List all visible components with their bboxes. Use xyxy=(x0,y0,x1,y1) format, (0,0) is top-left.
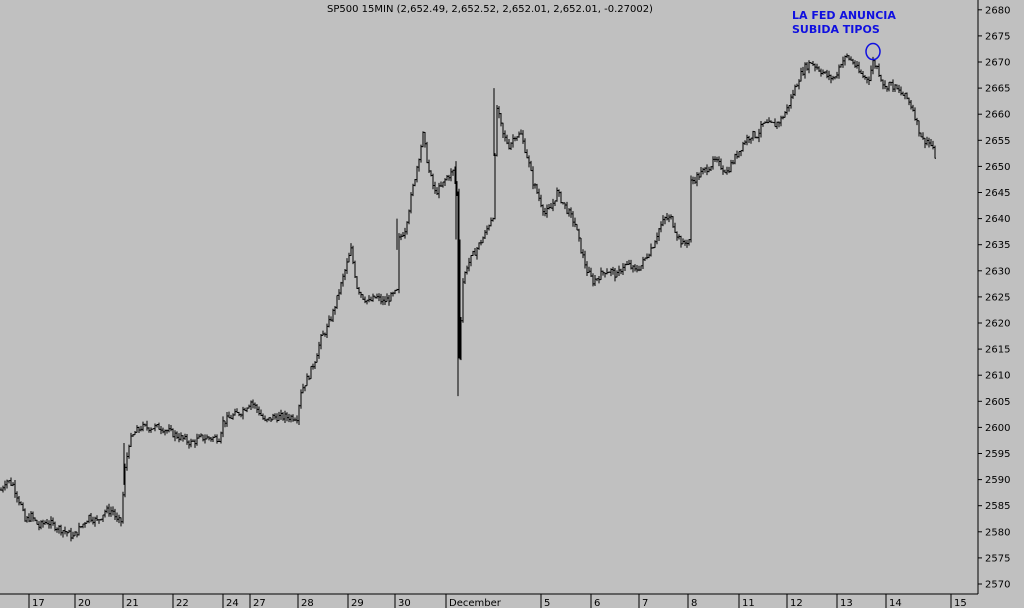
y-tick-label: 2590 xyxy=(985,475,1010,486)
x-tick-label: 5 xyxy=(544,598,550,608)
x-tick-label: 15 xyxy=(954,598,967,608)
y-tick-label: 2570 xyxy=(985,580,1010,591)
y-tick-label: 2640 xyxy=(985,214,1010,225)
y-tick-label: 2585 xyxy=(985,501,1010,512)
y-axis: 2570 2575 2580 2585 2590 2595 2600 2605 2610 2615… xyxy=(978,5,1010,591)
chart-title: SP500 15MIN (2,652.49, 2,652.52, 2,652.0… xyxy=(327,4,653,15)
y-tick-label: 2635 xyxy=(985,240,1010,251)
y-tick-label: 2660 xyxy=(985,110,1010,121)
x-tick-label: 7 xyxy=(642,598,648,608)
y-tick-label: 2610 xyxy=(985,371,1010,382)
annotation-circle-marker xyxy=(865,42,881,61)
y-tick-label: 2675 xyxy=(985,31,1010,42)
x-tick-label: 14 xyxy=(889,598,902,608)
x-tick-label: 29 xyxy=(351,598,364,608)
x-tick-label: 27 xyxy=(253,598,266,608)
x-tick-label: 21 xyxy=(126,598,139,608)
y-tick-label: 2625 xyxy=(985,292,1010,303)
y-tick-label: 2575 xyxy=(985,553,1010,564)
y-tick-label: 2670 xyxy=(985,58,1010,69)
y-tick-label: 2680 xyxy=(985,5,1010,16)
y-tick-label: 2630 xyxy=(985,266,1010,277)
fed-annotation: LA FED ANUNCIA SUBIDA TIPOS xyxy=(792,9,896,61)
annotation-line-2: SUBIDA TIPOS xyxy=(792,23,880,36)
x-tick-label: 12 xyxy=(790,598,803,608)
y-tick-label: 2655 xyxy=(985,136,1010,147)
x-tick-label: 30 xyxy=(398,598,411,608)
ohlc-bars xyxy=(0,53,936,542)
y-tick-label: 2580 xyxy=(985,527,1010,538)
x-tick-label: 11 xyxy=(742,598,755,608)
y-tick-label: 2600 xyxy=(985,423,1010,434)
x-tick-label: 28 xyxy=(301,598,314,608)
y-tick-label: 2645 xyxy=(985,188,1010,199)
y-tick-label: 2615 xyxy=(985,345,1010,356)
x-tick-label: 6 xyxy=(594,598,600,608)
annotation-line-1: LA FED ANUNCIA xyxy=(792,9,896,22)
y-tick-label: 2665 xyxy=(985,84,1010,95)
x-tick-label: 13 xyxy=(840,598,853,608)
x-tick-label: 20 xyxy=(78,598,91,608)
x-tick-label: 17 xyxy=(32,598,45,608)
y-tick-label: 2595 xyxy=(985,449,1010,460)
x-axis: 17 20 21 22 24 27 28 29 30 December 5 6 7 8 11 12 13 14 15 xyxy=(28,594,967,608)
x-tick-label: 22 xyxy=(176,598,189,608)
y-tick-label: 2620 xyxy=(985,319,1010,330)
x-tick-label: December xyxy=(449,598,502,608)
y-tick-label: 2650 xyxy=(985,162,1010,173)
y-tick-label: 2605 xyxy=(985,397,1010,408)
x-tick-label: 8 xyxy=(691,598,697,608)
x-tick-label: 24 xyxy=(226,598,239,608)
